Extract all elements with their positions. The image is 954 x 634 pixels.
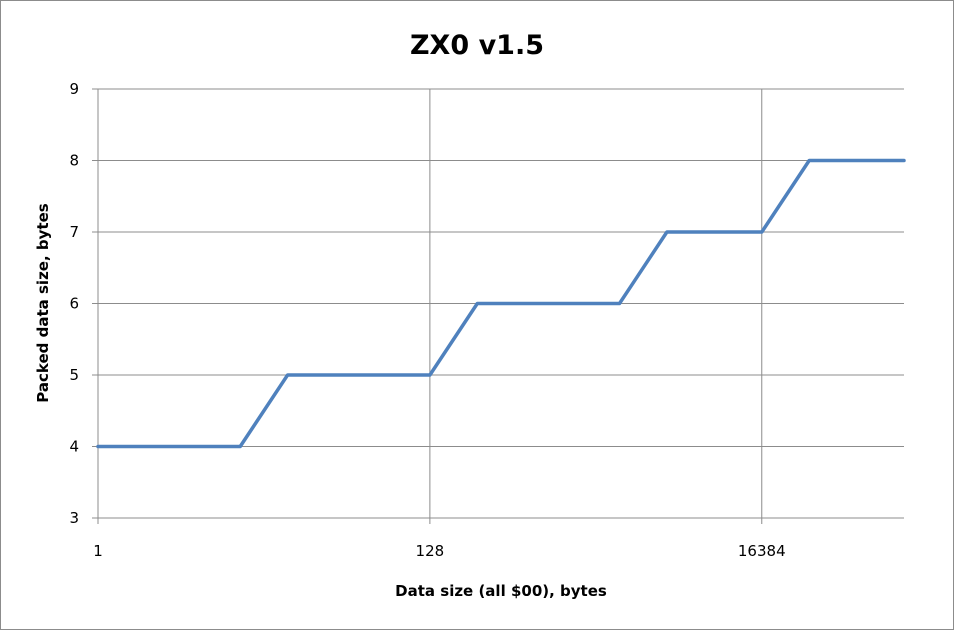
y-tick-label: 7 bbox=[69, 223, 79, 241]
y-tick-label: 6 bbox=[69, 295, 79, 313]
x-tick-label: 16384 bbox=[738, 542, 786, 560]
x-tick-label: 128 bbox=[416, 542, 445, 560]
y-tick-labels: 3 4 5 6 7 8 9 bbox=[69, 80, 79, 527]
y-tick-label: 4 bbox=[69, 438, 79, 456]
chart-title: ZX0 v1.5 bbox=[410, 30, 544, 61]
y-tick-label: 9 bbox=[69, 80, 79, 98]
x-tick-labels: 1 128 16384 bbox=[93, 542, 785, 560]
x-axis-title: Data size (all $00), bytes bbox=[395, 582, 607, 600]
axes bbox=[92, 89, 904, 524]
y-tick-label: 5 bbox=[69, 366, 79, 384]
x-tick-label: 1 bbox=[93, 542, 103, 560]
y-tick-label: 8 bbox=[69, 152, 79, 170]
y-tick-label: 3 bbox=[69, 509, 79, 527]
y-axis-title: Packed data size, bytes bbox=[34, 203, 52, 402]
